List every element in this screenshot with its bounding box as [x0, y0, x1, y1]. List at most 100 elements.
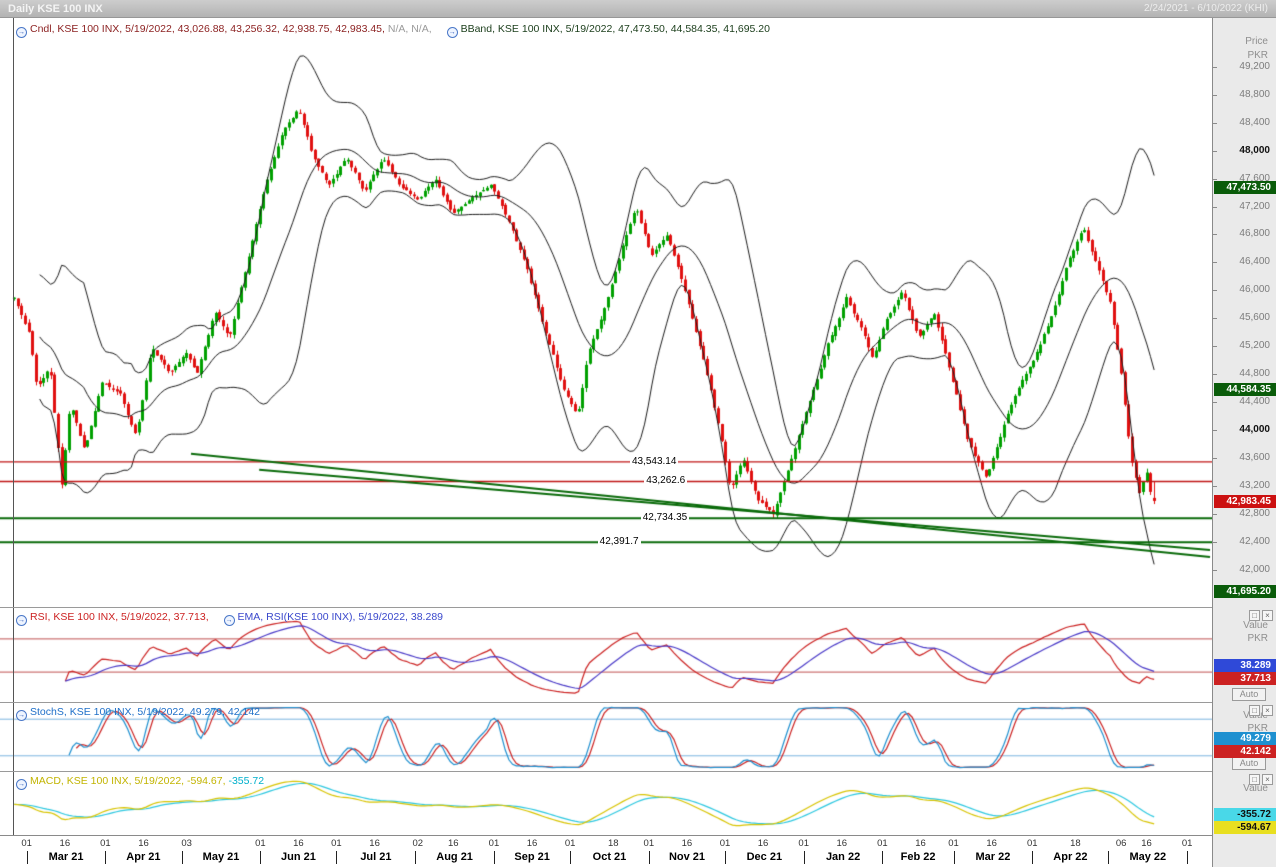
month-label: Mar 21 — [48, 851, 84, 863]
axis-value-badge: 38.289 — [1214, 659, 1276, 673]
date-range-label: 2/24/2021 - 6/10/2022 (KHI) — [1144, 3, 1268, 14]
month-label: May 22 — [1129, 851, 1167, 863]
date-tick-label: 16 — [526, 838, 538, 849]
axis-currency-label: PKR — [1247, 50, 1268, 61]
month-separator — [570, 851, 572, 864]
stochastic-panel-canvas[interactable] — [0, 703, 1212, 772]
close-icon[interactable]: × — [1262, 705, 1273, 716]
maximize-icon[interactable]: □ — [1249, 610, 1260, 621]
date-tick-label: 01 — [948, 838, 959, 849]
panel-divider — [0, 607, 1276, 608]
series-link-icon: → — [223, 615, 235, 626]
date-tick-label: 16 — [915, 838, 926, 849]
main-legend-text: N/A, N/A, — [387, 23, 435, 35]
month-label: Jul 21 — [360, 851, 392, 863]
price-tick-label: 43,200 — [1239, 479, 1270, 491]
price-tick-label: 42,800 — [1239, 507, 1270, 519]
price-tick-mark — [1213, 541, 1217, 543]
main-legend-item[interactable]: → Cndl, KSE 100 INX, 5/19/2022, 43,026.88… — [16, 23, 435, 38]
window-titlebar[interactable]: Daily KSE 100 INX 2/24/2021 - 6/10/2022 … — [0, 0, 1276, 18]
rsi-auto-scale-toggle[interactable]: Auto — [1232, 688, 1266, 701]
series-link-icon: → — [16, 27, 27, 38]
rsi-legend: → RSI, KSE 100 INX, 5/19/2022, 37.713, → E… — [16, 611, 455, 626]
month-separator — [336, 851, 338, 864]
price-tick-label: 42,000 — [1239, 563, 1270, 575]
maximize-icon[interactable]: □ — [1249, 705, 1260, 716]
rsi-panel-canvas[interactable] — [0, 608, 1212, 703]
axis-value-badge: 42,983.45 — [1214, 494, 1276, 508]
date-tick-label: 16 — [369, 838, 380, 849]
date-tick-label: 01 — [877, 838, 888, 849]
price-tick-mark — [1213, 262, 1217, 264]
close-icon[interactable]: × — [1262, 610, 1273, 621]
price-level-label: 43,262.6 — [644, 475, 688, 487]
month-label: Apr 22 — [1053, 851, 1088, 863]
macd-legend-item[interactable]: → MACD, KSE 100 INX, 5/19/2022, -594.67, … — [16, 775, 264, 790]
main-legend-item[interactable]: → BBand, KSE 100 INX, 5/19/2022, 47,473.5… — [446, 23, 770, 38]
stoch-axis-currency-label: PKR — [1247, 723, 1268, 734]
plot-left-border — [13, 18, 14, 835]
date-tick-label: 16 — [293, 838, 304, 849]
month-label: Sep 21 — [514, 851, 550, 863]
date-tick-label: 01 — [21, 838, 32, 849]
price-tick-label: 45,600 — [1239, 312, 1270, 324]
close-icon[interactable]: × — [1262, 774, 1273, 785]
macd-axis-value-label: Value — [1243, 783, 1268, 794]
price-tick-mark — [1213, 374, 1217, 376]
series-link-icon: → — [16, 710, 27, 721]
month-separator — [1108, 851, 1110, 864]
price-tick-mark — [1213, 150, 1217, 152]
month-separator — [181, 851, 183, 864]
month-label: Aug 21 — [436, 851, 473, 863]
price-axis[interactable]: Price PKR Value PKR Auto □ × Value PKR A… — [1212, 18, 1276, 867]
rsi-legend-text: EMA, RSI(KSE 100 INX), 5/19/2022, 38.289 — [237, 611, 443, 623]
month-separator — [1187, 851, 1189, 864]
main-price-canvas[interactable] — [0, 18, 1212, 608]
price-tick-label: 46,000 — [1239, 284, 1270, 296]
price-tick-label: 44,800 — [1239, 368, 1270, 380]
macd-panel-canvas[interactable] — [0, 772, 1212, 835]
macd-legend-text: MACD, KSE 100 INX, 5/19/2022, -594.67, — [30, 775, 229, 787]
macd-legend: → MACD, KSE 100 INX, 5/19/2022, -594.67, … — [16, 775, 276, 790]
date-tick-label: 16 — [986, 838, 997, 849]
price-tick-mark — [1213, 94, 1217, 96]
month-separator — [1032, 851, 1034, 864]
price-tick-label: 49,200 — [1239, 60, 1270, 72]
month-label: Apr 21 — [126, 851, 161, 863]
main-legend-text: Cndl, KSE 100 INX, 5/19/2022, 43,026.88,… — [30, 23, 388, 35]
date-tick-label: 01 — [643, 838, 655, 849]
macd-panel-controls: □ × — [1249, 774, 1273, 785]
maximize-icon[interactable]: □ — [1249, 774, 1260, 785]
rsi-legend-item[interactable]: → EMA, RSI(KSE 100 INX), 5/19/2022, 38.28… — [223, 611, 443, 626]
main-legend-text: BBand, KSE 100 INX, 5/19/2022, 47,473.50… — [460, 23, 770, 35]
stoch-legend-item[interactable]: → StochS, KSE 100 INX, 5/19/2022, 49.279,… — [16, 706, 261, 721]
series-link-icon: → — [16, 779, 27, 790]
date-tick-label: 16 — [757, 838, 769, 849]
price-level-label: 43,543.14 — [629, 455, 679, 467]
series-link-icon: → — [446, 27, 458, 38]
stoch-auto-scale-toggle[interactable]: Auto — [1232, 757, 1266, 770]
price-tick-label: 48,000 — [1239, 144, 1270, 156]
stoch-legend-text: StochS, KSE 100 INX, 5/19/2022, 49.279, … — [30, 706, 261, 718]
date-tick-label: 16 — [447, 838, 459, 849]
price-tick-label: 46,400 — [1239, 256, 1270, 268]
date-tick-label: 01 — [488, 838, 500, 849]
time-axis[interactable]: 01 16 01 16 03 01 16 01 16 02 16 01 16 01 18 01 16 01 16 01… — [0, 835, 1212, 867]
rsi-legend-item[interactable]: → RSI, KSE 100 INX, 5/19/2022, 37.713, — [16, 611, 212, 626]
date-tick-label: 01 — [798, 838, 810, 849]
axis-value-badge: 37.713 — [1214, 672, 1276, 686]
rsi-axis-currency-label: PKR — [1247, 633, 1268, 644]
month-label: Mar 22 — [975, 851, 1011, 863]
price-tick-mark — [1213, 513, 1217, 515]
price-tick-mark — [1213, 318, 1217, 320]
price-tick-label: 48,800 — [1239, 88, 1270, 100]
date-tick-label: 02 — [412, 838, 424, 849]
month-separator — [493, 851, 495, 864]
stoch-panel-controls: □ × — [1249, 705, 1273, 716]
month-separator — [260, 851, 262, 864]
date-tick-label: 01 — [331, 838, 342, 849]
date-tick-label: 01 — [719, 838, 731, 849]
price-tick-mark — [1213, 234, 1217, 236]
month-separator — [953, 851, 955, 864]
